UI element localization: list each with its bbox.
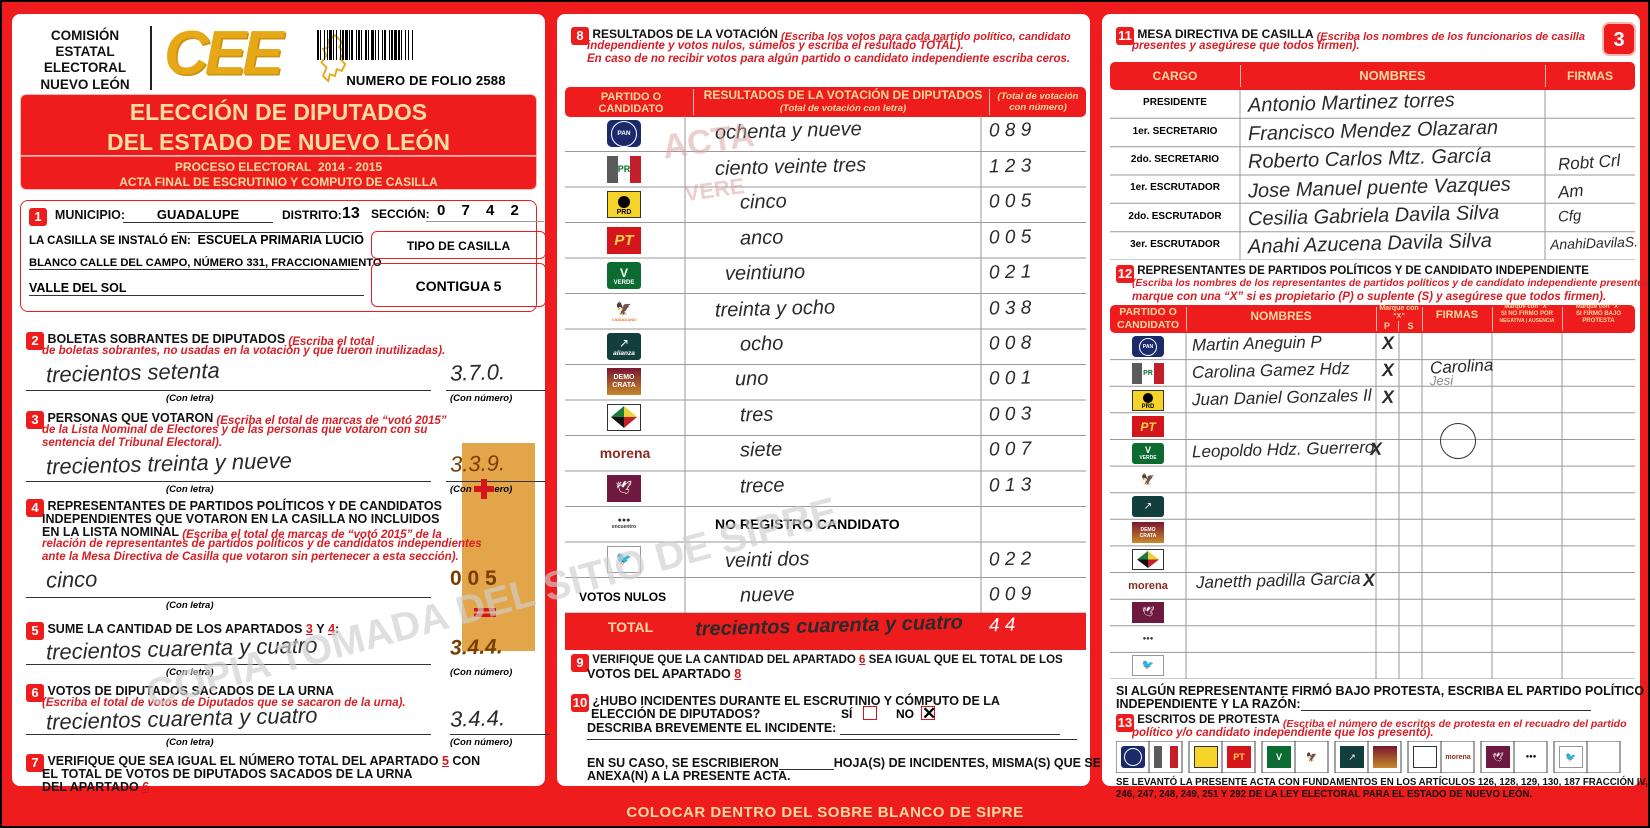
svg-text:PRD: PRD: [1142, 404, 1155, 410]
svg-text:PRD: PRD: [617, 209, 632, 216]
